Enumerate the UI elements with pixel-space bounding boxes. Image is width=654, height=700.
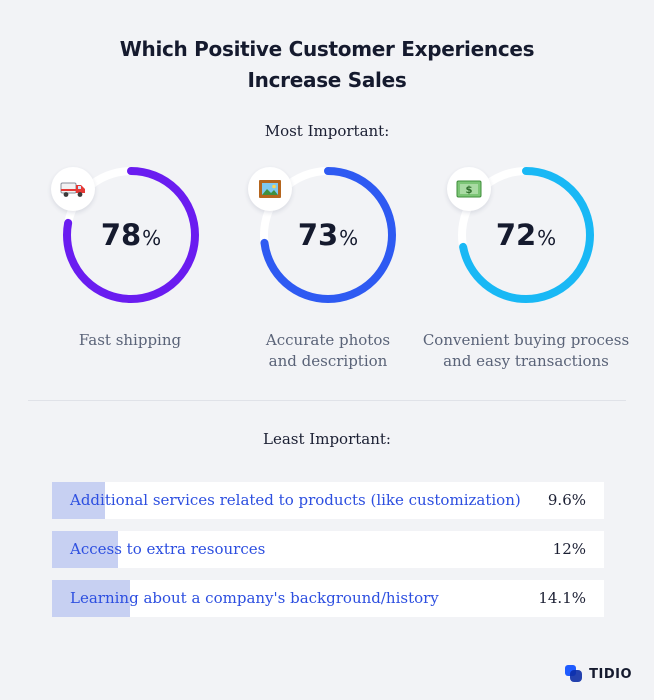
caption-fast-shipping: Fast shipping	[30, 330, 230, 351]
caption-1-line-2: and description	[268, 352, 388, 370]
donut-arc-2	[458, 167, 594, 303]
tidio-logo-icon	[565, 665, 583, 682]
donut-number-1: 73	[297, 218, 339, 252]
bar-label-0: Additional services related to products …	[70, 491, 521, 509]
bar-fill-2	[52, 580, 130, 617]
dollar-banknote-icon: $	[447, 167, 491, 211]
bar-row-extra-resources: Access to extra resources 12%	[52, 531, 604, 568]
donut-fast-shipping: 78%	[56, 160, 206, 310]
chart-title-line-1: Which Positive Customer Experiences	[119, 37, 535, 61]
donut-unit-1: %	[339, 226, 359, 250]
caption-0-line-1: Fast shipping	[78, 331, 182, 349]
svg-text:$: $	[466, 185, 473, 196]
bar-label-2: Learning about a company's background/hi…	[70, 589, 439, 607]
bar-row-additional-services: Additional services related to products …	[52, 482, 604, 519]
bar-value-2: 14.1%	[538, 589, 586, 607]
donut-arc-1	[260, 167, 396, 303]
bar-value-1: 12%	[552, 540, 586, 558]
caption-2-line-2: and easy transactions	[443, 352, 609, 370]
donut-value-1: 73%	[253, 160, 403, 310]
chart-title: Which Positive Customer Experiences Incr…	[0, 34, 654, 96]
donut-unit-2: %	[537, 226, 557, 250]
section-divider	[28, 400, 626, 401]
bar-fill-1	[52, 531, 119, 568]
donut-value-2: 72%	[451, 160, 601, 310]
caption-2-line-1: Convenient buying process	[422, 331, 630, 349]
caption-accurate-photos: Accurate photos and description	[228, 330, 428, 372]
bar-value-0: 9.6%	[547, 491, 586, 509]
donut-chart-1	[260, 167, 396, 303]
least-important-label: Least Important:	[263, 430, 391, 448]
bar-fill-0	[52, 482, 105, 519]
most-important-label: Most Important:	[264, 122, 390, 140]
caption-1-line-1: Accurate photos	[265, 331, 391, 349]
bar-label-1: Access to extra resources	[70, 540, 266, 558]
donut-unit-0: %	[142, 226, 162, 250]
delivery-truck-icon	[51, 167, 95, 211]
donut-number-2: 72	[495, 218, 537, 252]
brand-name: TIDIO	[589, 666, 632, 682]
donut-chart-0	[63, 167, 199, 303]
donut-arc-0	[63, 167, 199, 303]
framed-picture-icon	[248, 167, 292, 211]
chart-title-line-2: Increase Sales	[247, 68, 407, 92]
donut-number-0: 78	[100, 218, 142, 252]
donut-accurate-photos: 73%	[253, 160, 403, 310]
caption-convenient-buying: Convenient buying process and easy trans…	[416, 330, 636, 372]
donut-chart-2	[458, 167, 594, 303]
donut-convenient-buying: 72%	[451, 160, 601, 310]
donut-value-0: 78%	[56, 160, 206, 310]
bar-row-company-history: Learning about a company's background/hi…	[52, 580, 604, 617]
brand-logo: TIDIO	[564, 664, 632, 684]
